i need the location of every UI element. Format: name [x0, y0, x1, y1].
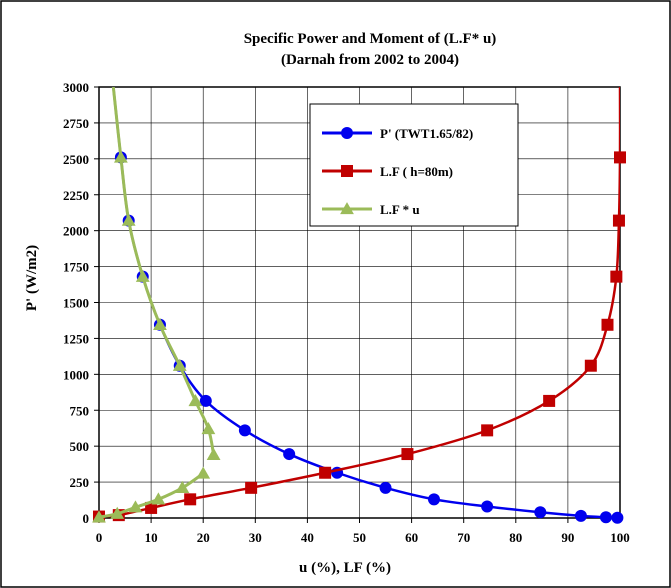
- data-point: [92, 510, 106, 523]
- y-tick-label: 2250: [63, 188, 89, 203]
- data-point: [184, 493, 197, 506]
- data-point: [196, 466, 211, 479]
- x-axis-label: u (%), LF (%): [299, 560, 391, 576]
- data-point: [319, 466, 332, 479]
- series-l-f-h-80m: [93, 87, 626, 523]
- y-tick-label: 0: [83, 511, 90, 526]
- data-point: [379, 481, 392, 494]
- x-tick-label: 100: [610, 530, 630, 545]
- y-tick-label: 1750: [63, 260, 89, 275]
- data-point: [153, 317, 167, 330]
- y-tick-label: 2500: [63, 152, 89, 167]
- chart-subtitle: (Darnah from 2002 to 2004): [281, 52, 459, 68]
- legend-marker: [341, 127, 353, 139]
- legend-label: L.F ( h=80m): [380, 164, 453, 179]
- data-point: [481, 500, 494, 513]
- data-point: [614, 151, 626, 164]
- data-point: [574, 509, 587, 522]
- y-tick-label: 2000: [63, 224, 89, 239]
- x-tick-label: 90: [561, 530, 574, 545]
- data-point: [610, 270, 623, 283]
- data-point: [188, 394, 203, 407]
- y-tick-label: 500: [70, 439, 90, 454]
- data-point: [110, 506, 125, 519]
- data-point: [238, 424, 251, 437]
- y-tick-label: 1250: [63, 331, 89, 346]
- data-point: [584, 359, 597, 372]
- y-tick-label: 750: [70, 403, 90, 418]
- data-point: [151, 492, 166, 505]
- data-point: [428, 493, 441, 506]
- legend-label: L.F * u: [380, 202, 420, 217]
- data-point: [172, 358, 187, 371]
- series-l-f-u: [92, 87, 221, 523]
- data-point: [401, 448, 414, 461]
- y-tick-label: 2750: [63, 116, 89, 131]
- data-series: [92, 87, 626, 524]
- x-tick-label: 30: [249, 530, 262, 545]
- data-point: [206, 447, 221, 460]
- axis-ticks: 0 10 20 30 40 50 60 70 80 90 100025050075010001250…: [63, 80, 630, 545]
- x-tick-label: 0: [96, 530, 103, 545]
- data-point: [612, 214, 625, 227]
- y-tick-label: 250: [70, 475, 90, 490]
- x-tick-label: 40: [301, 530, 314, 545]
- x-tick-label: 70: [457, 530, 470, 545]
- data-point: [601, 318, 614, 331]
- data-point: [534, 506, 547, 519]
- y-tick-label: 1500: [63, 296, 89, 311]
- legend-label: P' (TWT1.65/82): [380, 126, 473, 141]
- legend-item-l-f-h-80m: L.F ( h=80m): [322, 164, 453, 179]
- data-point: [481, 424, 494, 437]
- x-tick-label: 20: [197, 530, 210, 545]
- data-point: [201, 422, 216, 435]
- data-point: [121, 213, 136, 226]
- chart-title: Specific Power and Moment of (L.F* u): [244, 31, 497, 47]
- x-tick-label: 60: [405, 530, 418, 545]
- y-tick-label: 1000: [63, 367, 89, 382]
- legend: P' (TWT1.65/82) L.F ( h=80m) L.F * u: [309, 103, 519, 227]
- data-point: [199, 394, 212, 407]
- data-point: [175, 480, 190, 494]
- data-point: [113, 150, 128, 163]
- data-point: [599, 511, 612, 524]
- data-point: [543, 394, 556, 407]
- y-tick-label: 3000: [63, 80, 89, 95]
- legend-item-l-f-u: L.F * u: [322, 202, 420, 217]
- x-tick-label: 50: [353, 530, 366, 545]
- data-point: [611, 511, 624, 524]
- data-point: [135, 269, 150, 282]
- data-point: [245, 481, 258, 494]
- x-tick-label: 80: [509, 530, 522, 545]
- data-point: [283, 448, 296, 461]
- legend-marker: [341, 165, 353, 177]
- y-axis-label: P' (W/m2): [24, 245, 40, 311]
- data-point: [145, 501, 158, 514]
- data-point: [128, 500, 143, 513]
- legend-item-p-twt1-65-82: P' (TWT1.65/82): [322, 126, 473, 141]
- x-tick-label: 10: [145, 530, 158, 545]
- legend-marker: [340, 202, 354, 215]
